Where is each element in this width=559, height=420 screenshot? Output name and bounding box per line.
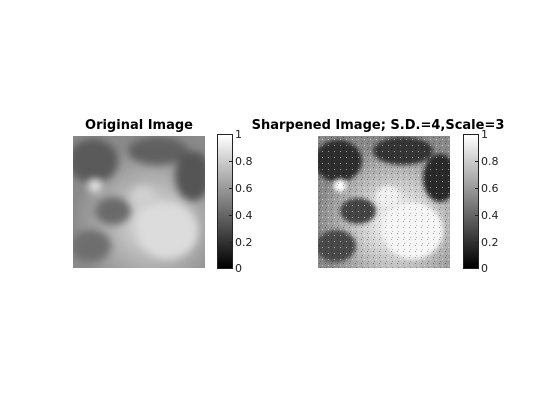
- sharpened-colorbar-tick: [475, 161, 479, 162]
- original-image-title: Original Image: [85, 118, 193, 133]
- sharpened-colorbar-label: 1: [481, 128, 488, 141]
- original-colorbar-tick: [229, 215, 233, 216]
- original-colorbar-tick: [229, 268, 233, 269]
- original-colorbar-tick: [229, 188, 233, 189]
- original-colorbar-tick: [229, 161, 233, 162]
- sharpened-colorbar: [463, 134, 479, 269]
- original-colorbar-tick: [229, 134, 233, 135]
- sharpened-colorbar-label: 0.6: [481, 182, 499, 195]
- original-moon-image: [73, 136, 205, 268]
- original-colorbar-label: 0: [235, 262, 242, 275]
- sharpened-colorbar-label: 0: [481, 262, 488, 275]
- sharpened-colorbar-label: 0.8: [481, 155, 499, 168]
- sharpened-colorbar-tick: [475, 188, 479, 189]
- sharpened-colorbar-tick: [475, 268, 479, 269]
- original-colorbar-label: 0.2: [235, 236, 253, 249]
- sharpened-colorbar-tick: [475, 242, 479, 243]
- sharpened-colorbar-tick: [475, 215, 479, 216]
- original-colorbar-label: 0.6: [235, 182, 253, 195]
- sharpened-image-title: Sharpened Image; S.D.=4,Scale=3: [251, 118, 505, 133]
- sharpened-colorbar-tick: [475, 134, 479, 135]
- sharpened-colorbar-label: 0.4: [481, 209, 499, 222]
- original-colorbar-label: 1: [235, 128, 242, 141]
- original-colorbar-label: 0.8: [235, 155, 253, 168]
- original-colorbar-tick: [229, 242, 233, 243]
- original-colorbar-label: 0.4: [235, 209, 253, 222]
- sharpened-moon-image: [318, 136, 450, 268]
- sharpened-colorbar-label: 0.2: [481, 236, 499, 249]
- original-colorbar: [217, 134, 233, 269]
